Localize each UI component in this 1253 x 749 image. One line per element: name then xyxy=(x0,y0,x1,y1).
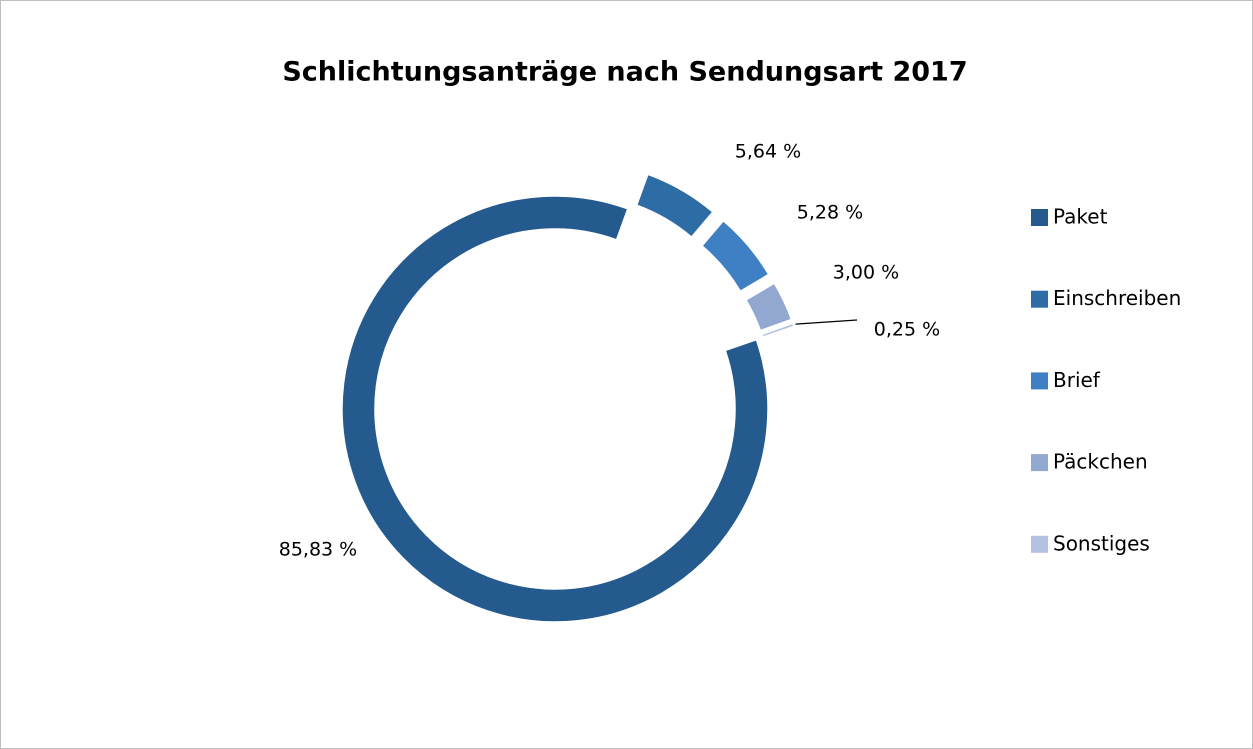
legend-label: Päckchen xyxy=(1053,450,1148,474)
legend-label: Sonstiges xyxy=(1053,531,1150,555)
legend-swatch xyxy=(1031,454,1048,472)
donut-slice xyxy=(761,322,796,339)
legend-swatch xyxy=(1031,290,1048,308)
legend-swatch xyxy=(1031,372,1048,390)
legend-label: Paket xyxy=(1053,205,1108,229)
donut-slice xyxy=(744,282,793,332)
legend-swatch xyxy=(1031,209,1048,226)
data-label: 5,64 % xyxy=(735,141,801,163)
legend-label: Einschreiben xyxy=(1053,286,1181,310)
donut-slice xyxy=(635,173,714,239)
chart-title: Schlichtungsanträge nach Sendungsart 201… xyxy=(282,57,967,88)
legend-swatch xyxy=(1031,535,1048,553)
donut-slice xyxy=(341,195,769,623)
data-label: 85,83 % xyxy=(279,539,358,561)
data-label: 5,28 % xyxy=(797,202,863,224)
legend-label: Brief xyxy=(1053,368,1101,392)
leader-line xyxy=(795,319,858,325)
data-label: 0,25 % xyxy=(874,319,940,341)
data-label: 3,00 % xyxy=(833,262,899,284)
donut-slice xyxy=(700,219,770,293)
